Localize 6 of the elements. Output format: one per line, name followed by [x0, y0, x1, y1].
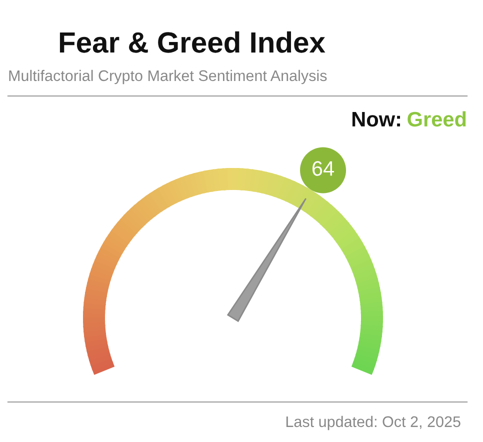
text: Last updated: Oct 2, 2025: [286, 416, 460, 430]
text: Greed: [408, 111, 466, 127]
data-label: 64: [312, 161, 334, 176]
text: Fear & Greed Index: [60, 31, 326, 53]
text: Multifactorial Crypto Market Sentiment Analysis: [9, 70, 327, 84]
text: Now:: [352, 112, 400, 127]
